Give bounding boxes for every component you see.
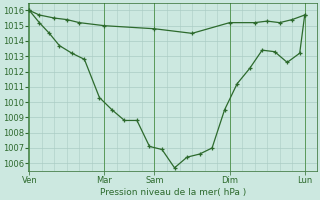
X-axis label: Pression niveau de la mer( hPa ): Pression niveau de la mer( hPa ): [100, 188, 246, 197]
